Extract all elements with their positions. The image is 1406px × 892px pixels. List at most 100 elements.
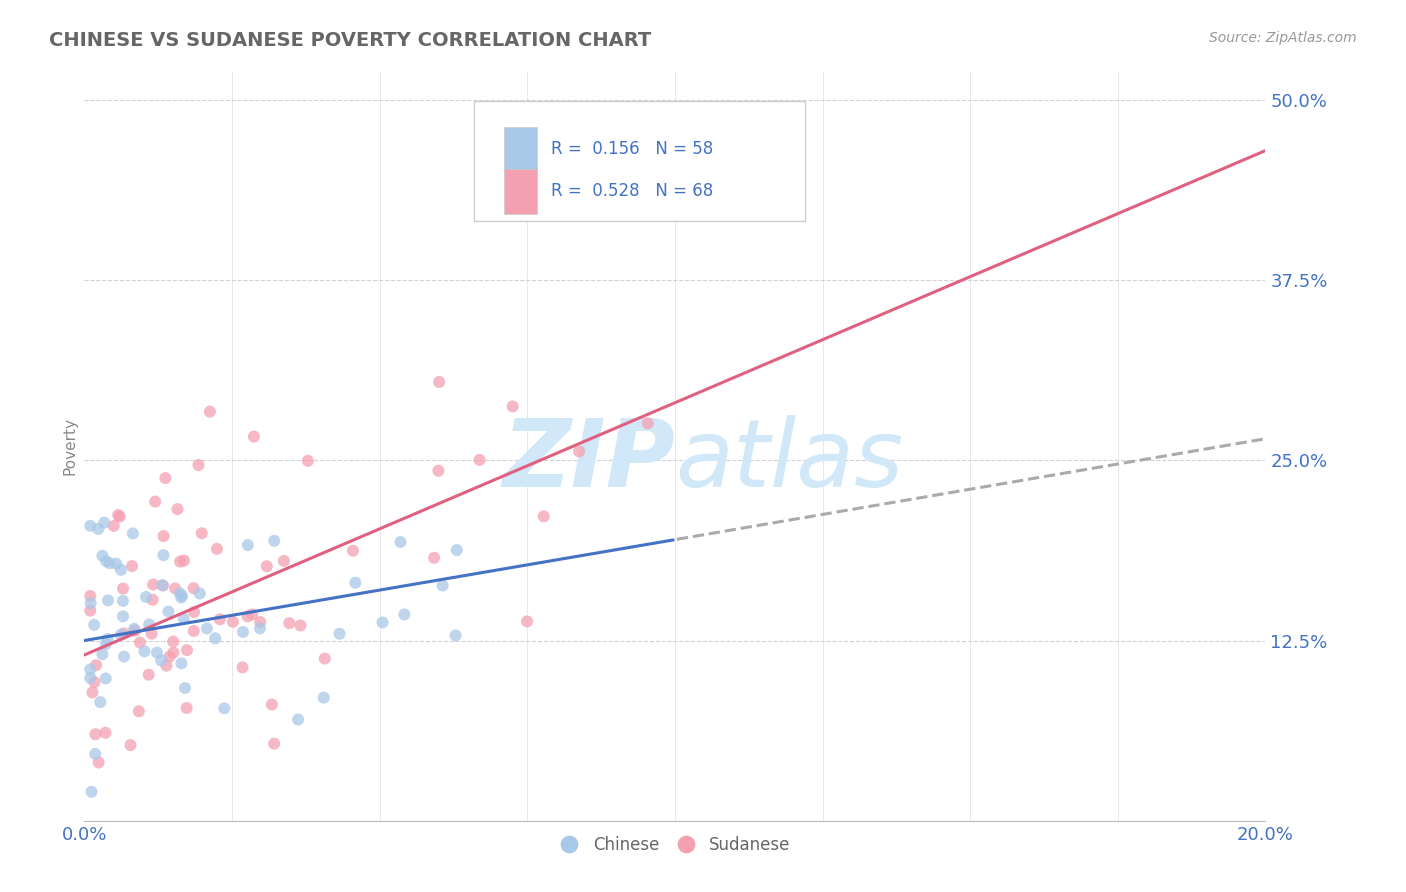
Point: [111, 594, 134, 608]
Point: [93, 516, 115, 530]
Point: [79, 589, 101, 603]
Point: [111, 609, 134, 624]
Point: [188, 586, 211, 600]
Point: [138, 617, 160, 632]
Point: [155, 658, 177, 673]
Point: [423, 550, 446, 565]
Point: [328, 626, 350, 640]
Point: [312, 690, 335, 705]
Point: [83, 617, 105, 632]
Y-axis label: Poverty: Poverty: [62, 417, 77, 475]
Point: [314, 651, 336, 665]
Point: [142, 577, 165, 591]
Point: [195, 621, 218, 635]
Point: [152, 548, 174, 562]
Point: [107, 508, 129, 522]
Point: [83, 675, 105, 690]
Point: [94, 725, 117, 739]
Bar: [503, 127, 537, 172]
Point: [394, 607, 416, 622]
Point: [183, 605, 205, 619]
Point: [143, 494, 166, 508]
Point: [152, 529, 174, 543]
Point: [94, 672, 117, 686]
Point: [94, 637, 117, 651]
Point: [205, 541, 228, 556]
Point: [110, 627, 132, 641]
Point: [79, 671, 101, 685]
Point: [260, 698, 283, 712]
Point: [91, 549, 114, 563]
Point: [187, 458, 209, 472]
Point: [87, 756, 110, 770]
Point: [166, 502, 188, 516]
Point: [173, 553, 195, 567]
Text: Source: ZipAtlas.com: Source: ZipAtlas.com: [1209, 31, 1357, 45]
Point: [138, 667, 160, 681]
Point: [222, 615, 245, 629]
Point: [80, 785, 103, 799]
Point: [162, 634, 184, 648]
Point: [208, 612, 231, 626]
Point: [79, 604, 101, 618]
Point: [427, 375, 450, 389]
Point: [121, 526, 143, 541]
Point: [87, 522, 110, 536]
Point: [290, 618, 312, 632]
Point: [342, 543, 364, 558]
Point: [169, 555, 191, 569]
Point: [84, 658, 107, 673]
Point: [516, 615, 538, 629]
Point: [124, 624, 146, 638]
Point: [89, 695, 111, 709]
Text: CHINESE VS SUDANESE POVERTY CORRELATION CHART: CHINESE VS SUDANESE POVERTY CORRELATION …: [49, 31, 651, 50]
Point: [240, 607, 263, 622]
Point: [170, 589, 193, 603]
Point: [344, 575, 367, 590]
Point: [169, 586, 191, 600]
Point: [174, 681, 197, 695]
Point: [121, 559, 143, 574]
Point: [173, 612, 195, 626]
Point: [176, 643, 198, 657]
Point: [135, 590, 157, 604]
Point: [278, 616, 301, 631]
FancyBboxPatch shape: [474, 102, 804, 221]
Point: [371, 615, 394, 630]
Text: atlas: atlas: [675, 416, 903, 507]
Point: [97, 593, 120, 607]
Point: [183, 581, 205, 595]
Point: [150, 578, 173, 592]
Point: [236, 609, 259, 624]
Point: [176, 701, 198, 715]
Point: [232, 624, 254, 639]
Point: [446, 543, 468, 558]
Point: [159, 649, 181, 664]
Point: [80, 596, 103, 610]
Point: [79, 518, 101, 533]
Point: [231, 660, 253, 674]
Point: [170, 657, 193, 671]
Text: R =  0.156   N = 58: R = 0.156 N = 58: [551, 140, 713, 158]
Point: [112, 626, 135, 640]
Text: R =  0.528   N = 68: R = 0.528 N = 68: [551, 182, 713, 200]
Point: [162, 646, 184, 660]
Legend: Chinese, Sudanese: Chinese, Sudanese: [553, 830, 797, 861]
Point: [150, 653, 173, 667]
Point: [249, 615, 271, 629]
Point: [273, 554, 295, 568]
Point: [170, 591, 193, 605]
Point: [236, 538, 259, 552]
Point: [129, 635, 152, 649]
Bar: [503, 169, 537, 214]
Point: [84, 747, 107, 761]
Point: [157, 605, 180, 619]
Point: [183, 624, 205, 638]
Point: [82, 685, 104, 699]
Point: [103, 519, 125, 533]
Point: [502, 400, 524, 414]
Point: [243, 429, 266, 443]
Point: [134, 644, 156, 658]
Point: [155, 471, 177, 485]
Point: [432, 578, 454, 592]
